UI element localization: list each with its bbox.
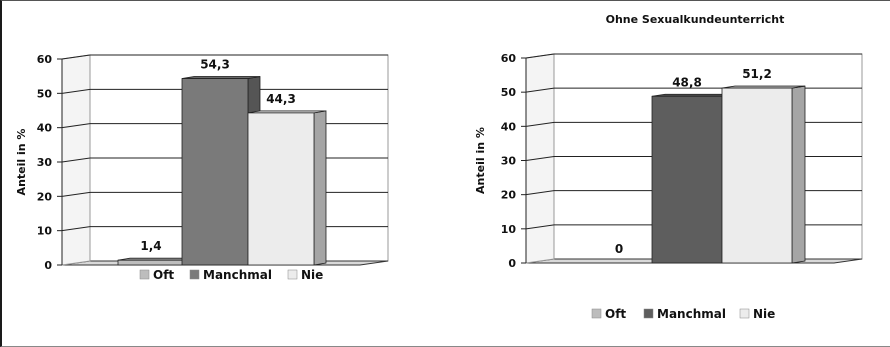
y-tick-label: 20 [37,190,53,203]
legend-swatch [591,308,602,319]
legend-label: Oft [605,307,626,321]
legend-label: Manchmal [657,307,726,321]
chart-title: Ohne Sexualkundeunterricht [606,13,785,26]
legend-swatch [139,269,150,280]
y-tick-label: 50 [501,86,517,99]
y-tick-label: 0 [44,259,52,272]
y-tick-label: 10 [37,225,53,238]
legend-item-nie: Nie [287,268,323,282]
legend-label: Nie [753,307,775,321]
y-tick-label: 30 [501,155,517,168]
legend-item-oft: Oft [139,268,174,282]
bar-front [651,95,723,264]
y-tick-label: 20 [501,189,517,202]
bar-nie: 44,3 [247,92,327,266]
chart-2: 0 10 20 30 40 50 60 Anteil in % Ohne Sexualkunde… [474,13,863,321]
bar-front [181,78,249,266]
legend-swatch [287,269,298,280]
legend-swatch [189,269,200,280]
legend-item-manchmal: Manchmal [189,268,272,282]
legend-label: Oft [153,268,174,282]
chart-1: 0 10 20 30 40 50 60 Anteil in % 1,4 54,3 44,3 Oft Ma… [15,53,389,282]
legend-label: Nie [301,268,323,282]
bar-side [313,110,327,266]
y-tick-label: 50 [37,87,53,100]
y-tick-label: 60 [37,53,53,66]
y-tick-label: 30 [37,156,53,169]
legend-item-oft: Oft [591,307,626,321]
legend-item-nie: Nie [739,307,775,321]
data-label: 48,8 [672,75,702,89]
legend-swatch [643,308,654,319]
bar-front [721,87,793,264]
data-label: 54,3 [200,58,230,72]
y-tick-label: 60 [501,52,517,65]
data-label: 1,4 [140,239,161,253]
bar-front [247,112,315,266]
data-label: 44,3 [266,92,296,106]
y-tick-label: 0 [508,257,516,270]
gridline [61,54,388,60]
bar-front [117,259,185,266]
bar-nie: 51,2 [721,67,806,264]
legend-item-manchmal: Manchmal [643,307,726,321]
bar-side [791,85,806,264]
legend-label: Manchmal [203,268,272,282]
gridline [525,53,862,59]
y-tick-label: 10 [501,223,517,236]
data-label: 0 [615,242,623,256]
gridline [61,88,388,94]
y-axis-label: Anteil in % [15,129,28,196]
bar-oft: 0 [615,242,623,256]
legend-swatch [739,308,750,319]
y-tick-label: 40 [501,120,517,133]
y-tick-label: 40 [37,122,53,135]
y-axis-label: Anteil in % [474,127,487,194]
data-label: 51,2 [742,67,772,81]
